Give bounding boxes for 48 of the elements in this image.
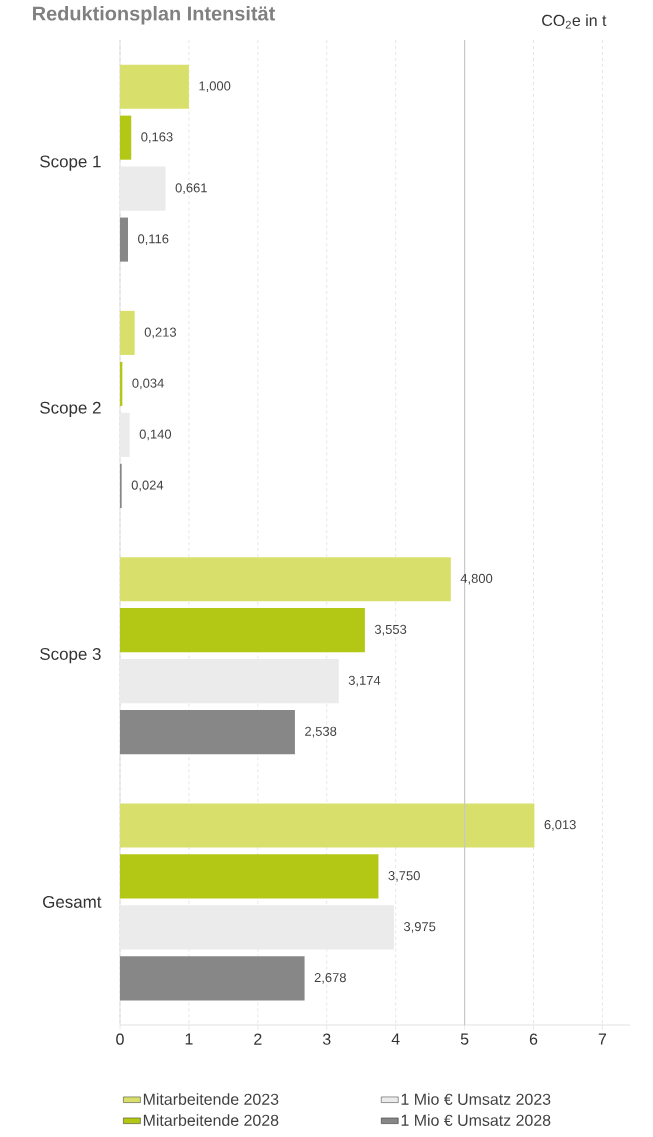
- x-axis-title: CO$_{2}$e in t: [542, 14, 607, 29]
- chart-title: Reduktionsplan Intensität: [33, 5, 276, 25]
- data-label: 4,800: [460, 573, 493, 585]
- bar: [120, 710, 295, 755]
- x-tick-label: 5: [460, 1033, 469, 1045]
- data-label: 0,140: [139, 429, 172, 441]
- bar: [120, 905, 394, 950]
- y-tick-label: Scope 1: [40, 155, 101, 171]
- y-tick-label: Gesamt: [43, 895, 102, 908]
- data-label: 3,174: [348, 675, 381, 687]
- bar: [120, 956, 305, 1001]
- x-tick-label: 1: [185, 1033, 193, 1045]
- bar: [120, 115, 132, 160]
- data-label: 0,024: [131, 480, 164, 492]
- bar: [120, 217, 128, 262]
- legend-label: 1 Mio € Umsatz 2023: [401, 1093, 551, 1105]
- x-tick-label: 7: [598, 1033, 607, 1045]
- bar: [120, 412, 130, 457]
- bar: [120, 310, 135, 355]
- data-label: 0,661: [175, 183, 207, 194]
- data-label: 2,678: [314, 972, 346, 984]
- x-tick-label: 6: [529, 1033, 538, 1045]
- x-tick-label: 4: [391, 1033, 400, 1045]
- legend-label: Mitarbeitende 2023: [143, 1093, 279, 1105]
- data-label: 3,750: [388, 871, 420, 882]
- x-tick-label: 2: [254, 1033, 262, 1045]
- x-tick-label: 0: [116, 1033, 124, 1045]
- data-label: 6,013: [544, 820, 576, 831]
- data-label: 0,034: [132, 378, 164, 390]
- bar: [120, 659, 339, 704]
- bar: [120, 64, 189, 109]
- data-label: 0,116: [138, 234, 169, 245]
- bar: [120, 557, 451, 602]
- x-tick-label: 3: [322, 1033, 331, 1045]
- bar: [120, 854, 379, 899]
- bar: [120, 608, 365, 653]
- bar: [120, 803, 535, 848]
- data-label: 0,213: [144, 327, 177, 339]
- data-label: 1,000: [199, 81, 231, 93]
- y-tick-label: Scope 3: [40, 647, 101, 664]
- legend-label: 1 Mio € Umsatz 2028: [401, 1114, 551, 1126]
- data-label: 2,538: [305, 726, 337, 738]
- data-label: 3,975: [403, 922, 436, 933]
- y-tick-label: Scope 2: [40, 401, 101, 418]
- data-label: 3,553: [374, 624, 407, 636]
- bar: [120, 166, 166, 211]
- legend-label: Mitarbeitende 2028: [143, 1114, 279, 1126]
- data-label: 0,163: [141, 132, 173, 143]
